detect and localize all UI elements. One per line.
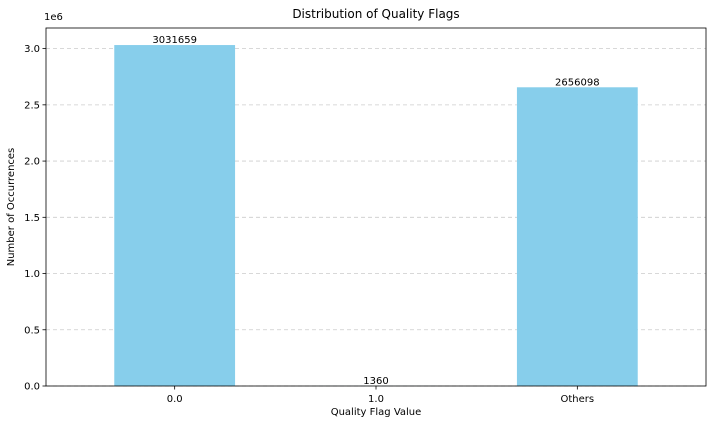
bars (114, 45, 638, 387)
y-axis-scale-label: 1e6 (44, 12, 63, 23)
y-tick-label: 3.0 (24, 44, 40, 55)
y-tick-label: 2.5 (24, 100, 40, 111)
y-tick-label: 2.0 (24, 157, 40, 168)
y-tick-label: 1.5 (24, 213, 40, 224)
x-tick-label: Others (561, 394, 595, 405)
x-axis-ticks: 0.0 1.0 Others (167, 386, 594, 405)
bar-value-label: 1360 (363, 376, 388, 387)
y-tick-label: 1.0 (24, 269, 40, 280)
x-axis-label: Quality Flag Value (331, 407, 422, 418)
bar-value-label: 2656098 (555, 77, 600, 88)
chart-title: Distribution of Quality Flags (292, 7, 459, 21)
y-axis-ticks: 0.0 0.5 1.0 1.5 2.0 2.5 3.0 (24, 44, 46, 393)
bar (516, 87, 638, 386)
bar-value-label: 3031659 (152, 35, 197, 46)
bar-data-labels: 3031659 1360 2656098 (152, 35, 599, 387)
y-tick-label: 0.5 (24, 325, 40, 336)
x-tick-label: 1.0 (368, 394, 384, 405)
y-tick-label: 0.0 (24, 382, 40, 393)
x-tick-label: 0.0 (167, 394, 183, 405)
y-axis-label: Number of Occurrences (6, 148, 17, 267)
bar (114, 45, 236, 387)
